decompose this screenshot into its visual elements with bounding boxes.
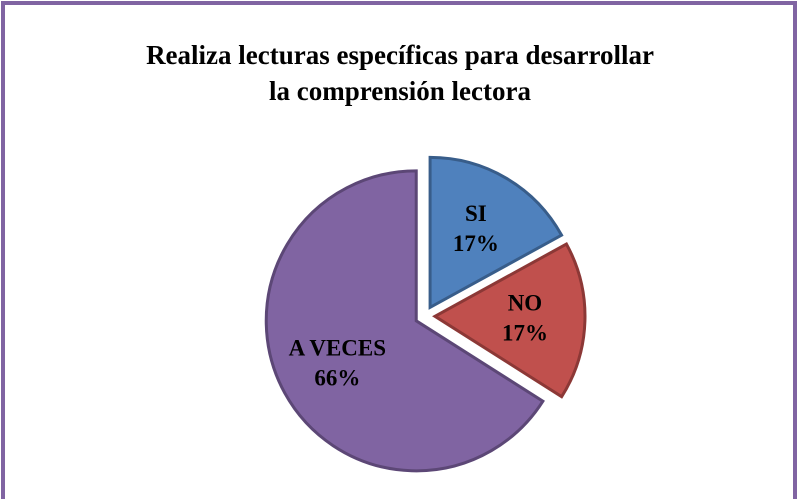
slice-label: NO [508, 290, 543, 315]
chart-title: Realiza lecturas específicas para desarr… [146, 40, 654, 70]
chart-title: la comprensión lectora [269, 76, 531, 106]
slice-label: SI [465, 201, 487, 226]
pie-slice [264, 169, 545, 473]
slice-label: A VECES [289, 335, 386, 360]
pie-slice [428, 155, 564, 310]
slice-value-label: 17% [453, 231, 499, 256]
pie-slice [432, 242, 587, 399]
slice-value-label: 66% [314, 365, 360, 390]
slice-value-label: 17% [502, 320, 548, 345]
